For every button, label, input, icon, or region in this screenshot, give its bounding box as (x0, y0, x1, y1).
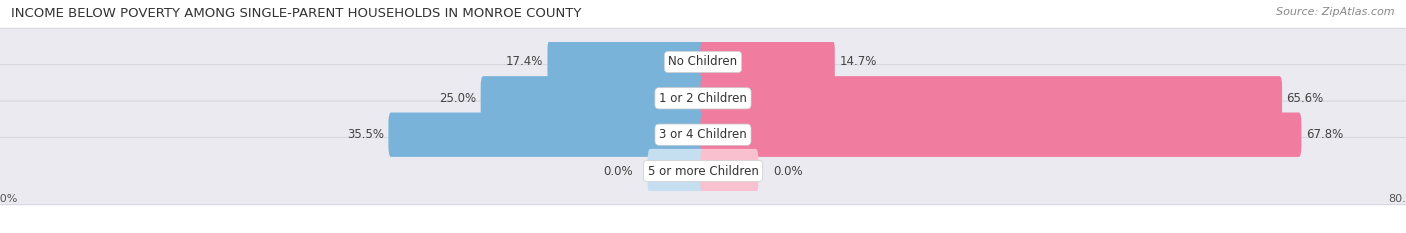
FancyBboxPatch shape (700, 113, 1302, 157)
Text: 0.0%: 0.0% (773, 164, 803, 178)
Text: 25.0%: 25.0% (439, 92, 477, 105)
Text: 35.5%: 35.5% (347, 128, 384, 141)
Text: 65.6%: 65.6% (1286, 92, 1323, 105)
Text: 17.4%: 17.4% (506, 55, 543, 69)
Text: 3 or 4 Children: 3 or 4 Children (659, 128, 747, 141)
FancyBboxPatch shape (0, 28, 1406, 96)
Text: 0.0%: 0.0% (603, 164, 633, 178)
FancyBboxPatch shape (700, 76, 1282, 120)
FancyBboxPatch shape (648, 149, 706, 193)
FancyBboxPatch shape (547, 40, 706, 84)
FancyBboxPatch shape (0, 65, 1406, 132)
FancyBboxPatch shape (0, 137, 1406, 205)
Text: 5 or more Children: 5 or more Children (648, 164, 758, 178)
Text: No Children: No Children (668, 55, 738, 69)
Text: 67.8%: 67.8% (1306, 128, 1343, 141)
Text: 1 or 2 Children: 1 or 2 Children (659, 92, 747, 105)
FancyBboxPatch shape (700, 40, 835, 84)
FancyBboxPatch shape (388, 113, 706, 157)
Text: Source: ZipAtlas.com: Source: ZipAtlas.com (1277, 7, 1395, 17)
FancyBboxPatch shape (700, 149, 758, 193)
FancyBboxPatch shape (0, 101, 1406, 168)
Text: INCOME BELOW POVERTY AMONG SINGLE-PARENT HOUSEHOLDS IN MONROE COUNTY: INCOME BELOW POVERTY AMONG SINGLE-PARENT… (11, 7, 582, 20)
FancyBboxPatch shape (481, 76, 706, 120)
Text: 14.7%: 14.7% (839, 55, 876, 69)
